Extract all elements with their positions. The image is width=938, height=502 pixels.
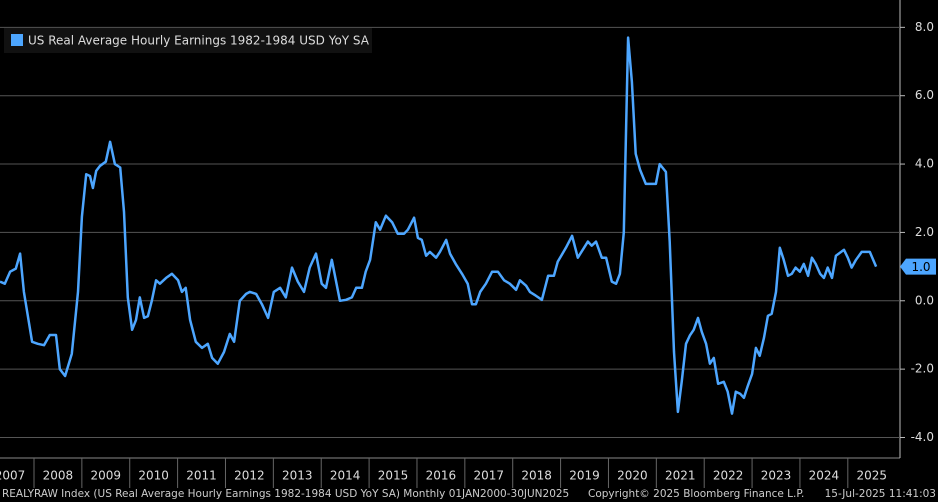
x-tick-label: 2012 (234, 469, 265, 483)
x-tick-label: 2016 (426, 469, 457, 483)
x-tick-label: 2009 (91, 469, 122, 483)
legend-swatch (11, 34, 23, 46)
x-tick-label: 2020 (617, 469, 648, 483)
legend-box (4, 28, 372, 53)
y-tick-label: 6.0 (915, 88, 934, 102)
last-value-marker (900, 258, 936, 275)
x-tick-label: 2013 (282, 469, 313, 483)
x-tick-label: 2008 (43, 469, 74, 483)
y-tick-label: 4.0 (915, 157, 934, 171)
x-tick-label: 2007 (0, 469, 25, 483)
x-tick-label: 2022 (713, 469, 744, 483)
y-tick-label: -2.0 (911, 362, 934, 376)
x-tick-label: 2014 (330, 469, 361, 483)
y-tick-label: 0.0 (915, 293, 934, 307)
x-tick-label: 2017 (474, 469, 505, 483)
x-tick-label: 2015 (378, 469, 409, 483)
x-tick-label: 2018 (521, 469, 552, 483)
footer-timestamp: 15-Jul-2025 11:41:03 (825, 488, 936, 500)
x-tick-label: 2024 (809, 469, 840, 483)
x-tick-label: 2010 (138, 469, 169, 483)
x-tick-label: 2011 (186, 469, 217, 483)
footer-copyright: Copyright© 2025 Bloomberg Finance L.P. (588, 488, 804, 500)
y-tick-label: 8.0 (915, 20, 934, 34)
y-tick-label: 2.0 (915, 225, 934, 239)
x-tick-label: 2025 (856, 469, 887, 483)
y-tick-label: -4.0 (911, 430, 934, 444)
last-value-label: 1.0 (911, 260, 930, 274)
legend-label: US Real Average Hourly Earnings 1982-198… (28, 34, 370, 48)
x-tick-label: 2019 (569, 469, 600, 483)
x-tick-label: 2021 (665, 469, 696, 483)
x-tick-label: 2023 (761, 469, 792, 483)
series-line (0, 36, 878, 415)
footer-source: REALYRAW Index (US Real Average Hourly E… (2, 488, 569, 500)
